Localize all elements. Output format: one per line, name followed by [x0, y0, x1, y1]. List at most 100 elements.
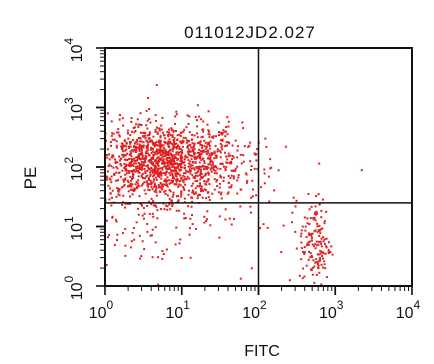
- data-point: [141, 172, 144, 175]
- data-point: [323, 222, 326, 225]
- data-point: [204, 166, 207, 169]
- data-point: [150, 157, 153, 159]
- data-point: [158, 176, 161, 179]
- data-point: [175, 147, 178, 150]
- data-point: [183, 158, 186, 161]
- data-point: [187, 193, 190, 196]
- data-point: [110, 204, 113, 207]
- data-point: [110, 165, 113, 168]
- data-point: [108, 198, 111, 201]
- data-point: [182, 187, 185, 190]
- data-point: [317, 240, 320, 243]
- data-point: [140, 174, 143, 177]
- data-point: [124, 165, 127, 168]
- x-tick-label: 100: [89, 298, 114, 322]
- data-point: [130, 120, 133, 123]
- data-point: [136, 165, 139, 168]
- data-point: [291, 221, 293, 224]
- data-point: [172, 146, 175, 149]
- data-point: [117, 131, 120, 134]
- data-point: [154, 204, 157, 207]
- data-point: [214, 144, 217, 147]
- data-point: [190, 155, 193, 157]
- data-point: [231, 144, 234, 147]
- data-point: [199, 140, 202, 143]
- data-point: [306, 222, 309, 225]
- data-point: [205, 180, 208, 183]
- data-point: [251, 195, 254, 198]
- data-point: [226, 192, 229, 195]
- data-point: [122, 194, 125, 197]
- data-point: [172, 193, 175, 196]
- data-point: [200, 185, 203, 188]
- data-point: [312, 259, 315, 262]
- data-point: [322, 266, 324, 269]
- data-point: [141, 156, 144, 159]
- data-point: [185, 177, 188, 180]
- data-point: [168, 182, 171, 185]
- data-point: [116, 187, 119, 190]
- data-point: [317, 253, 320, 256]
- data-point: [183, 128, 186, 131]
- data-point: [175, 179, 178, 181]
- data-point: [116, 167, 119, 170]
- data-point: [176, 179, 179, 182]
- data-point: [171, 155, 174, 158]
- data-point: [133, 145, 135, 148]
- data-point: [325, 246, 328, 249]
- data-point: [188, 168, 191, 171]
- data-point: [314, 229, 317, 232]
- data-point: [237, 176, 240, 179]
- data-point: [226, 116, 229, 119]
- data-point: [140, 149, 143, 152]
- data-point: [121, 142, 124, 145]
- data-point: [179, 150, 182, 153]
- data-point: [133, 189, 136, 192]
- data-point: [113, 174, 116, 176]
- data-point: [180, 131, 183, 134]
- data-point: [166, 130, 169, 133]
- data-point: [194, 157, 196, 160]
- data-point: [134, 149, 137, 152]
- data-point: [193, 192, 195, 195]
- data-point: [129, 134, 132, 137]
- data-point: [138, 195, 141, 198]
- data-point: [148, 167, 151, 170]
- data-point: [168, 141, 170, 144]
- data-point: [162, 159, 165, 162]
- data-point: [160, 150, 163, 153]
- data-point: [199, 168, 202, 171]
- data-point: [196, 151, 199, 154]
- data-point: [227, 182, 230, 184]
- data-point: [105, 178, 108, 181]
- data-point: [319, 258, 322, 261]
- data-point: [137, 162, 140, 165]
- data-point: [311, 273, 314, 276]
- data-point: [118, 194, 121, 197]
- data-point: [210, 167, 213, 170]
- data-point: [175, 151, 178, 154]
- data-point: [138, 155, 140, 158]
- data-point: [224, 169, 227, 172]
- data-point: [225, 161, 228, 164]
- data-point: [234, 170, 237, 172]
- data-point: [207, 132, 210, 135]
- data-point: [172, 191, 175, 194]
- data-point: [154, 141, 157, 144]
- data-point: [150, 169, 153, 172]
- data-point: [212, 169, 215, 172]
- data-point: [221, 144, 224, 147]
- data-point: [145, 109, 148, 112]
- data-point: [208, 130, 211, 133]
- data-point: [128, 153, 131, 156]
- data-point: [157, 164, 160, 167]
- data-point: [111, 189, 114, 192]
- data-point: [161, 168, 164, 171]
- data-point: [168, 128, 170, 131]
- data-point: [320, 263, 323, 266]
- data-point: [177, 153, 180, 156]
- data-point: [179, 164, 182, 167]
- data-point: [303, 275, 306, 278]
- data-point: [208, 183, 211, 186]
- data-point: [144, 156, 147, 159]
